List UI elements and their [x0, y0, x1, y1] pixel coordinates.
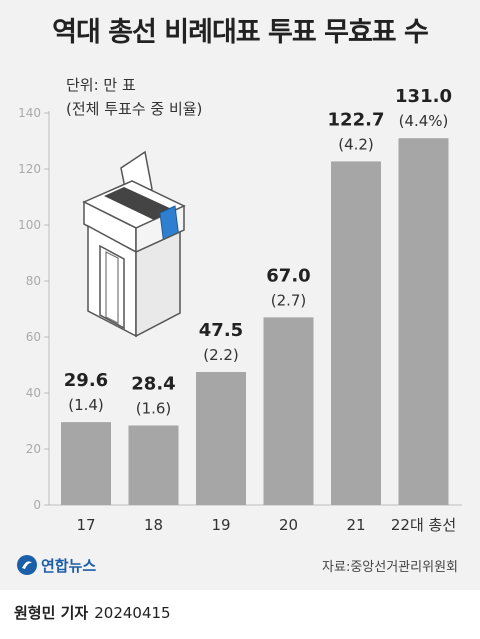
value-label: 131.0	[395, 86, 452, 107]
y-axis: 0 20 40 60 80 100 120 140	[18, 106, 462, 512]
x-tick-label: 18	[144, 516, 163, 534]
value-label: 122.7	[328, 109, 385, 130]
x-tick-label: 19	[211, 516, 230, 534]
value-label: 47.5	[199, 320, 243, 341]
y-tick-label: 140	[18, 106, 41, 120]
bar	[61, 422, 111, 505]
unit-note: (전체 투표수 중 비율)	[66, 100, 203, 118]
x-tick-label: 22대 총선	[391, 516, 456, 534]
logo-text: 연합뉴스	[41, 556, 97, 575]
y-tick-label: 40	[26, 386, 41, 400]
percent-label: (1.6)	[136, 399, 172, 417]
yonhap-logo: 연합뉴스	[16, 554, 96, 576]
y-tick-label: 100	[18, 218, 41, 232]
data-labels: 29.6 (1.4) 28.4 (1.6) 47.5 (2.2) 67.0 (2.7) 122.…	[64, 86, 452, 417]
y-tick-label: 120	[18, 162, 41, 176]
value-label: 67.0	[266, 265, 310, 286]
bar	[263, 317, 314, 505]
bar	[128, 425, 179, 505]
bars	[61, 138, 449, 505]
bar	[331, 161, 381, 505]
y-tick-label: 20	[26, 442, 41, 456]
bar-chart: 0 20 40 60 80 100 120 140 29.6 (1.4) 28.4 (1.6) 47.…	[18, 86, 462, 534]
x-tick-label: 21	[346, 516, 365, 534]
y-tick-label: 80	[26, 274, 41, 288]
x-axis-labels: 17 18 19 20 21 22대 총선	[76, 516, 456, 534]
percent-label: (4.2)	[338, 135, 374, 153]
author-name: 원형민 기자	[14, 604, 89, 622]
bar	[398, 138, 449, 505]
value-label: 28.4	[131, 373, 175, 394]
percent-label: (2.2)	[203, 346, 239, 364]
percent-label: (2.7)	[271, 291, 307, 309]
y-tick-label: 0	[33, 498, 41, 512]
yonhap-logo-icon	[17, 555, 37, 575]
chart-title: 역대 총선 비례대표 투표 무효표 수	[52, 17, 429, 48]
y-tick-label: 60	[26, 330, 41, 344]
ballot-box-icon	[82, 150, 186, 338]
percent-label: (1.4)	[68, 396, 104, 414]
publish-date: 20240415	[94, 604, 171, 622]
source-note: 자료:중앙선거관리위원회	[322, 560, 458, 575]
percent-label: (4.4%)	[399, 112, 449, 130]
unit-label: 단위: 만 표	[66, 76, 136, 94]
credit-line: 원형민 기자 20240415	[14, 602, 171, 623]
x-tick-label: 20	[279, 516, 298, 534]
x-tick-label: 17	[76, 516, 95, 534]
bar	[196, 372, 246, 505]
value-label: 29.6	[64, 370, 108, 391]
